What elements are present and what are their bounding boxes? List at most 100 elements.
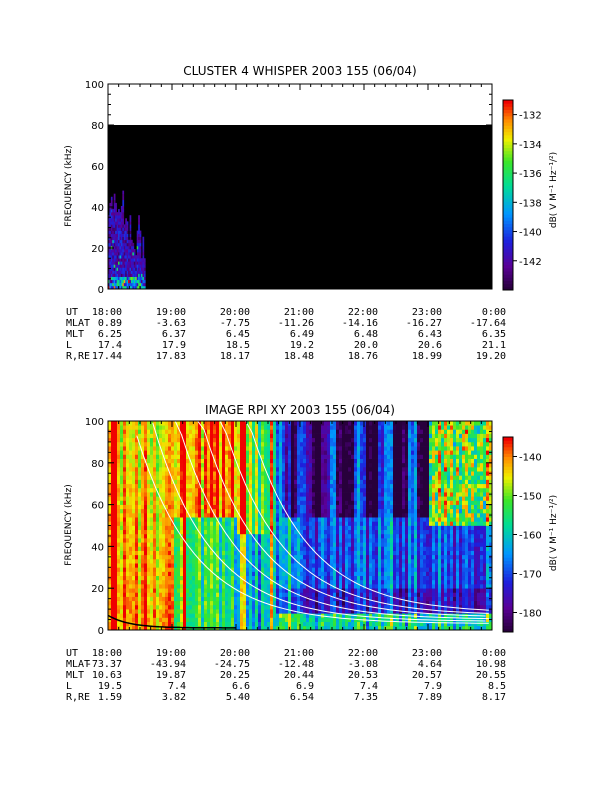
panel1-spectrogram-cell [110,285,113,290]
panel2-spectrogram-cell [237,613,241,618]
panel2-spectrogram-cell [345,571,349,577]
panel2-spectrogram-cell [111,458,115,464]
panel2-spectrogram-cell [354,529,358,535]
panel2-spectrogram-cell [270,604,274,610]
panel2-spectrogram-cell [165,621,169,627]
panel2-spectrogram-cell [147,575,151,581]
panel2-spectrogram-cell [225,479,229,485]
panel2-spectrogram-cell [333,609,337,614]
panel2-spectrogram-cell [210,454,214,459]
panel2-spectrogram-cell [231,462,235,468]
panel1-spectrogram-cell [115,233,117,238]
panel2-spectrogram-cell [339,471,343,476]
panel2-spectrogram-cell [330,492,334,497]
panel2-spectrogram-cell [231,454,235,459]
panel2-spectrogram-cell [204,425,208,430]
panel1-spectrogram-cell [119,249,122,253]
panel2-spectrogram-cell [297,462,301,468]
panel2-spectrogram-cell [123,512,127,518]
panel2-spectrogram-cell [150,563,154,568]
panel1-spectrogram-cell [138,279,140,284]
panel2-spectrogram-cell [147,600,151,606]
panel2-spectrogram-cell [348,462,352,468]
panel2-spectrogram-cell [228,563,232,568]
panel2-spectrogram-cell [303,609,307,614]
panel2-spectrogram-cell [165,475,169,480]
panel2-spectrogram-cell [147,621,151,627]
panel2-spectrogram-cell [306,458,310,464]
panel2-spectrogram-cell [141,492,145,497]
panel2-spectrogram-cell [231,421,235,426]
panel2-spectrogram-cell [342,596,346,602]
panel2-spectrogram-cell [237,609,241,614]
panel2-spectrogram-cell [132,550,136,556]
panel2-spectrogram-cell [189,441,193,447]
panel2-spectrogram-cell [216,492,220,497]
panel2-spectrogram-cell [135,588,139,593]
panel2-spectrogram-cell [132,558,136,564]
panel2-spectrogram-cell [171,479,175,485]
panel2-spectrogram-cell [114,563,118,568]
panel2-spectrogram-cell [300,546,304,551]
panel2-spectrogram-cell [273,592,277,597]
panel2-spectrogram-cell [300,425,304,430]
panel1-colorbar-segment [503,115,513,120]
panel2-spectrogram-cell [237,584,241,589]
panel2-spectrogram-cell [240,504,244,510]
panel2-spectrogram-cell [318,508,322,514]
panel2-spectrogram-cell [267,429,271,434]
panel2-spectrogram-cell [354,567,358,572]
panel2-spectrogram-cell [348,429,352,434]
panel2-spectrogram-cell [354,504,358,510]
panel2-spectrogram-cell [117,538,121,543]
panel2-spectrogram-cell [345,446,349,451]
panel2-spectrogram-cell [222,613,226,618]
panel2-spectrogram-cell [276,600,280,606]
panel2-spectrogram-cell [171,475,175,480]
panel2-spectrogram-cell [216,429,220,434]
panel2-spectrogram-cell [270,533,274,539]
panel2-spectrogram-cell [249,433,253,439]
panel2-spectrogram-cell [207,529,211,535]
panel2-spectrogram-cell [342,529,346,535]
panel2-spectrogram-cell [213,429,217,434]
panel2-spectrogram-cell [357,625,361,631]
panel2-spectrogram-cell [264,425,268,430]
panel2-spectrogram-cell [336,458,340,464]
panel2-spectrogram-cell [252,579,256,585]
panel2-spectrogram-cell [141,554,145,560]
panel2-spectrogram-cell [294,538,298,543]
panel2-spectrogram-cell [216,596,220,602]
panel2-spectrogram-cell [240,617,244,622]
panel2-spectrogram-cell [114,446,118,451]
panel2-spectrogram-cell [246,483,250,489]
panel2-spectrogram-cell [324,554,328,560]
panel2-spectrogram-cell [309,458,313,464]
panel2-spectrogram-cell [201,546,205,551]
panel2-spectrogram-cell [228,479,232,485]
panel2-spectrogram-cell [120,458,124,464]
panel2-spectrogram-cell [303,450,307,455]
panel2-spectrogram-cell [153,588,157,593]
panel2-spectrogram-cell [279,625,283,631]
panel2-spectrogram-cell [246,525,250,531]
panel2-spectrogram-cell [309,517,313,522]
panel2-spectrogram-cell [150,546,154,551]
panel2-spectrogram-cell [180,621,184,627]
panel2-spectrogram-cell [357,592,361,597]
panel2-spectrogram-cell [126,550,130,556]
panel1-spectrogram-cell [112,249,115,253]
panel2-spectrogram-cell [180,575,184,581]
panel2-spectrogram-cell [294,446,298,451]
panel1-spectrogram-cell [133,258,136,262]
panel2-spectrogram-cell [267,625,271,631]
panel2-spectrogram-cell [126,500,130,505]
panel2-spectrogram-cell [234,558,238,564]
panel2-spectrogram-cell [336,500,340,505]
panel2-spectrogram-cell [285,521,289,526]
panel2-spectrogram-cell [201,609,205,614]
panel2-spectrogram-cell [285,421,289,426]
panel2-spectrogram-cell [240,508,244,514]
panel2-spectrogram-cell [204,596,208,602]
panel2-spectrogram-cell [162,600,166,606]
